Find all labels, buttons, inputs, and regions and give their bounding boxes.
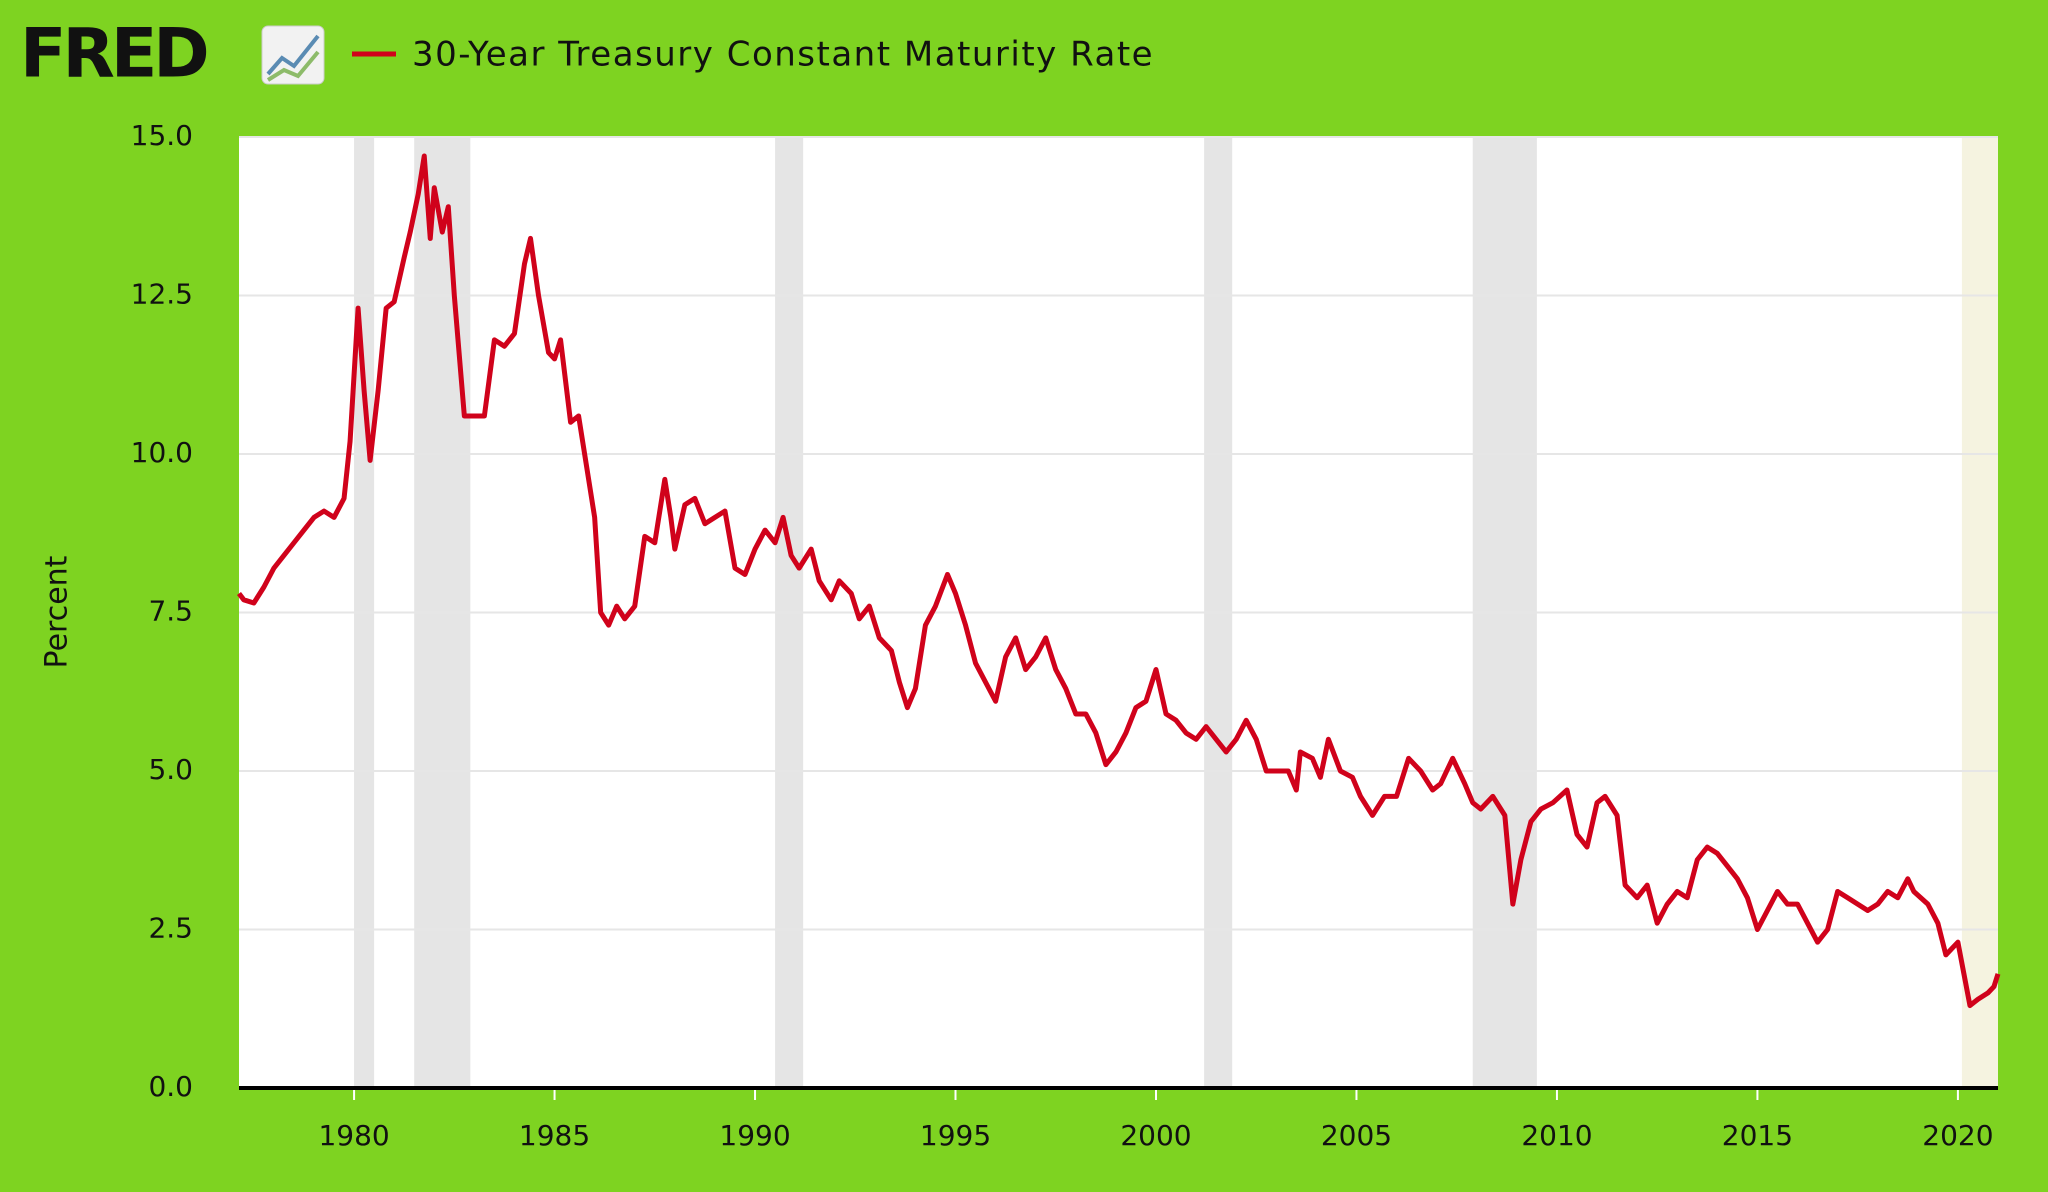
- x-tick-label: 2010: [1521, 1119, 1592, 1152]
- x-tick-label: 2005: [1321, 1119, 1392, 1152]
- x-tick-label: 1990: [719, 1119, 790, 1152]
- y-tick-label: 7.5: [148, 595, 193, 628]
- x-tick-label: 1985: [519, 1119, 590, 1152]
- logo: FRED: [20, 15, 206, 94]
- logo-icon: [261, 25, 325, 85]
- x-tick-label: 1980: [318, 1119, 389, 1152]
- y-axis-label: Percent: [40, 555, 75, 668]
- y-tick-label: 0.0: [148, 1070, 193, 1103]
- x-tick-label: 2020: [1922, 1119, 1993, 1152]
- y-tick-label: 2.5: [148, 912, 193, 945]
- y-tick-label: 5.0: [148, 753, 193, 786]
- legend-label: 30-Year Treasury Constant Maturity Rate: [412, 35, 1154, 75]
- data-line: [237, 153, 2001, 1009]
- y-tick-label: 15.0: [131, 119, 193, 152]
- y-tick-label: 12.5: [131, 278, 193, 311]
- x-tick-label: 2000: [1120, 1119, 1191, 1152]
- x-tick-label: 1995: [920, 1119, 991, 1152]
- y-tick-label: 10.0: [131, 436, 193, 469]
- x-tick-label: 2015: [1722, 1119, 1793, 1152]
